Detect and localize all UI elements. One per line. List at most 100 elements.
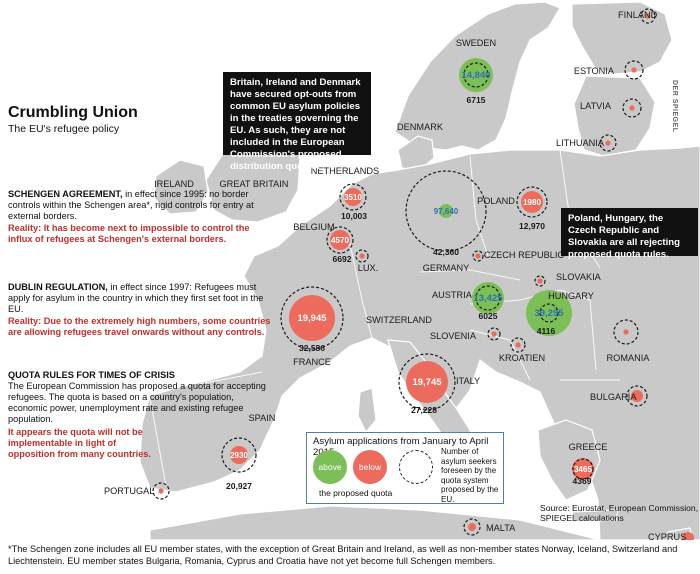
germany-quota-circle [405, 170, 487, 252]
border-portugal [149, 397, 167, 487]
lithuania-quota-circle [599, 134, 617, 152]
italy-applications-value: 19,745 [412, 377, 442, 388]
france-label: FRANCE [293, 357, 331, 367]
legend: Asylum applications from January to Apri… [306, 432, 504, 504]
lux-label: LUX. [358, 263, 378, 273]
austria-applications-value: 13,425 [473, 293, 503, 304]
lithuania-marker [605, 140, 611, 146]
country-circles [152, 8, 694, 540]
source-note: Source: Eurostat, European Commission, S… [540, 503, 699, 523]
land-greece [537, 419, 601, 501]
france-applications-value: 19,945 [297, 313, 327, 324]
schengen-body: in effect since 1995: no border controls… [8, 189, 254, 221]
austria-applications-circle [472, 282, 504, 314]
switzerland-label: SWITZERLAND [366, 315, 432, 325]
czech-republic-quota-circle [472, 250, 484, 262]
lux-quota-circle [355, 249, 369, 263]
france-quota-value: 32,586 [299, 343, 325, 353]
land-finland [571, 1, 673, 75]
country-labels: FINLAND SWEDEN 14,840 6715 ESTONIA LATVIA LITH… [104, 10, 686, 540]
austria-quota-value: 6025 [479, 311, 498, 321]
dublin-reality: Reality: Due to the extremely high numbe… [8, 316, 271, 337]
border-germany-poland [469, 155, 489, 257]
bulgaria-applications-circle [631, 390, 643, 402]
legend-caption: the proposed quota [319, 488, 393, 498]
border-france-germany [349, 243, 373, 339]
latvia-quota-circle [622, 98, 642, 118]
border-balkans [469, 329, 531, 381]
netherlands-quota-value: 10,003 [341, 211, 367, 221]
romania-marker [623, 329, 629, 335]
sweden-label: SWEDEN [456, 38, 496, 48]
land-sardinia [357, 387, 377, 434]
germany-applications-circle [439, 204, 453, 218]
finland-marker [645, 13, 651, 19]
romania-label: ROMANIA [607, 353, 651, 363]
malta-quota-circle [463, 518, 481, 536]
belgium-label: BELGIUM [293, 222, 334, 232]
greece-applications-value: 3465 [574, 465, 592, 474]
credit-label: DER SPIEGEL [671, 80, 678, 133]
estonia-label: ESTONIA [574, 66, 615, 76]
schengen-reality: Reality: It has become next to impossibl… [8, 223, 250, 244]
cyprus-label: CYPRUS [648, 532, 686, 540]
malta-label: MALTA [486, 523, 516, 533]
belgium-quota-value: 6692 [333, 254, 352, 264]
belgium-applications-value: 4570 [331, 236, 349, 245]
france-quota-circle [280, 286, 344, 350]
italy-label: ITALY [456, 376, 480, 386]
poland-applications-value: 1980 [523, 198, 541, 207]
bulgaria-label: BULGARIA [590, 392, 637, 402]
lithuania-label: LITHUANIA [556, 138, 605, 148]
poland-quota-value: 12,970 [519, 221, 545, 231]
hungary-quota-value: 4116 [537, 326, 556, 336]
dublin-section: DUBLIN REGULATION, in effect since 1997:… [8, 282, 280, 338]
italy-quota-circle [398, 353, 456, 411]
spain-applications-value: 2930 [230, 451, 248, 460]
portugal-label: PORTUGAL [104, 486, 154, 496]
netherlands-quota-circle [339, 183, 367, 211]
estonia-quota-circle [624, 60, 644, 80]
border-germany-east [419, 269, 521, 281]
germany-label: GERMANY [423, 263, 469, 273]
schengen-heading: SCHENGEN AGREEMENT, [8, 189, 123, 199]
optout-box: Britain, Ireland and Denmark have secure… [223, 72, 371, 172]
austria-quota-circle [475, 285, 501, 311]
italy-quota-value: 27,228 [411, 405, 437, 415]
great-britain-label: GREAT BRITAIN [220, 179, 289, 189]
hungary-quota-circle [539, 303, 559, 323]
dublin-body: in effect since 1997: Refugees must appl… [8, 282, 264, 314]
slovenia-label: SLOVENIA [430, 331, 477, 341]
land-north-africa [149, 505, 601, 540]
portugal-marker [158, 488, 164, 494]
poland-quota-circle [516, 186, 548, 218]
slovakia-marker [537, 278, 543, 284]
lux-marker [359, 253, 365, 259]
sweden-quota-value: 6715 [467, 95, 486, 105]
finland-label: FINLAND [618, 10, 658, 20]
netherlands-label: NETHERLANDS [311, 166, 379, 176]
france-applications-circle [289, 295, 335, 341]
germany-applications-value: 97,640 [434, 207, 459, 216]
poland-applications-circle [521, 191, 543, 213]
germany-quota-value: 42,360 [433, 247, 459, 257]
greece-label: GREECE [569, 442, 608, 452]
land-denmark [397, 135, 435, 171]
slovakia-quota-circle [534, 275, 546, 287]
legend-above-circle: above [313, 450, 347, 484]
spain-label: SPAIN [249, 413, 276, 423]
malta-applications-circle [468, 523, 476, 531]
belgium-quota-circle [326, 226, 354, 254]
quota-reality: It appears the quota will not be impleme… [8, 427, 151, 459]
spain-quota-value: 20,927 [226, 481, 252, 491]
legend-quota-circle [399, 450, 433, 484]
land-masses [139, 1, 700, 540]
sweden-quota-circle [463, 62, 489, 88]
latvia-label: LATVIA [580, 101, 612, 111]
schengen-section: SCHENGEN AGREEMENT, in effect since 1995… [8, 189, 280, 245]
quota-heading: QUOTA RULES FOR TIMES OF CRISIS [8, 370, 175, 380]
legend-below-circle: below [353, 450, 387, 484]
slovenia-quota-circle [487, 327, 501, 341]
quota-section: QUOTA RULES FOR TIMES OF CRISIS The Euro… [8, 370, 270, 460]
page-subtitle: The EU's refugee policy [8, 123, 120, 135]
